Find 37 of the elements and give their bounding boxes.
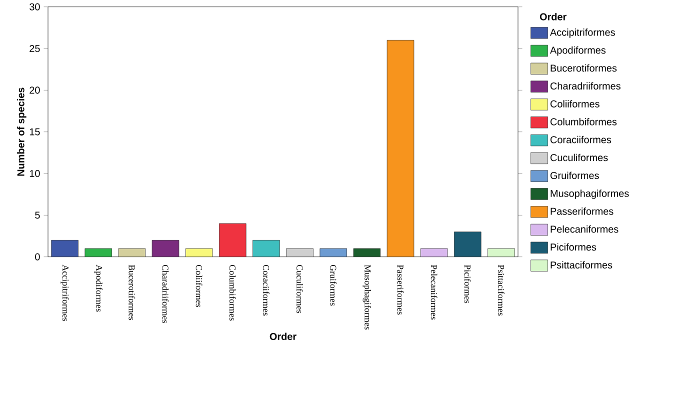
legend-label: Columbiformes <box>550 118 617 126</box>
legend-label: Passeriformes <box>550 208 614 215</box>
x-tick-label: Bucerotiformes <box>128 264 136 320</box>
legend-label: Gruiformes <box>550 172 599 180</box>
y-tick-label: 5 <box>35 212 40 219</box>
x-tick-label: Pelecaniformes <box>430 264 438 320</box>
x-tick-label: Apodiformes <box>94 264 102 312</box>
legend-label: Cuculiformes <box>550 154 608 162</box>
y-tick-label: 30 <box>30 3 40 10</box>
x-tick-label: Musophagiformes <box>362 264 372 330</box>
legend-label: Coraciiformes <box>550 136 612 144</box>
x-tick-label: Gruiformes <box>330 265 337 306</box>
y-axis-title: Number of species <box>17 88 26 176</box>
x-tick-label: Columbiformes <box>229 265 236 321</box>
x-tick-label: Passeriformes <box>397 264 404 315</box>
legend-label: Musophagiformes <box>550 190 629 199</box>
y-tick-label: 15 <box>30 128 40 136</box>
x-tick-label: Psittaciformes <box>498 264 504 316</box>
x-tick-label: Cuculiformes <box>296 265 303 314</box>
x-tick-label: Coliiformes <box>196 265 202 308</box>
legend-label: Bucerotiformes <box>550 64 617 72</box>
x-tick-label: Accipitriformes <box>60 264 69 322</box>
legend-label: Coliiformes <box>550 100 600 108</box>
y-tick-label: 25 <box>30 45 40 52</box>
x-tick-label: Coraciiformes <box>263 265 270 316</box>
legend-label: Apodiformes <box>550 46 606 56</box>
legend-label: Piciformes <box>550 243 596 251</box>
x-tick-label: Charadriiformes <box>162 265 169 324</box>
y-tick-label: 20 <box>30 86 40 94</box>
legend-label: Charadriiformes <box>550 82 620 90</box>
legend-title: Order <box>540 13 567 20</box>
x-axis-title: Order <box>270 332 296 340</box>
y-tick-label: 10 <box>30 170 40 178</box>
y-tick-label: 0 <box>35 253 40 260</box>
legend-label: Pelecaniformes <box>550 225 618 233</box>
legend-label: Accipitriformes <box>550 28 615 38</box>
x-tick-label: Piciformes <box>464 264 471 304</box>
